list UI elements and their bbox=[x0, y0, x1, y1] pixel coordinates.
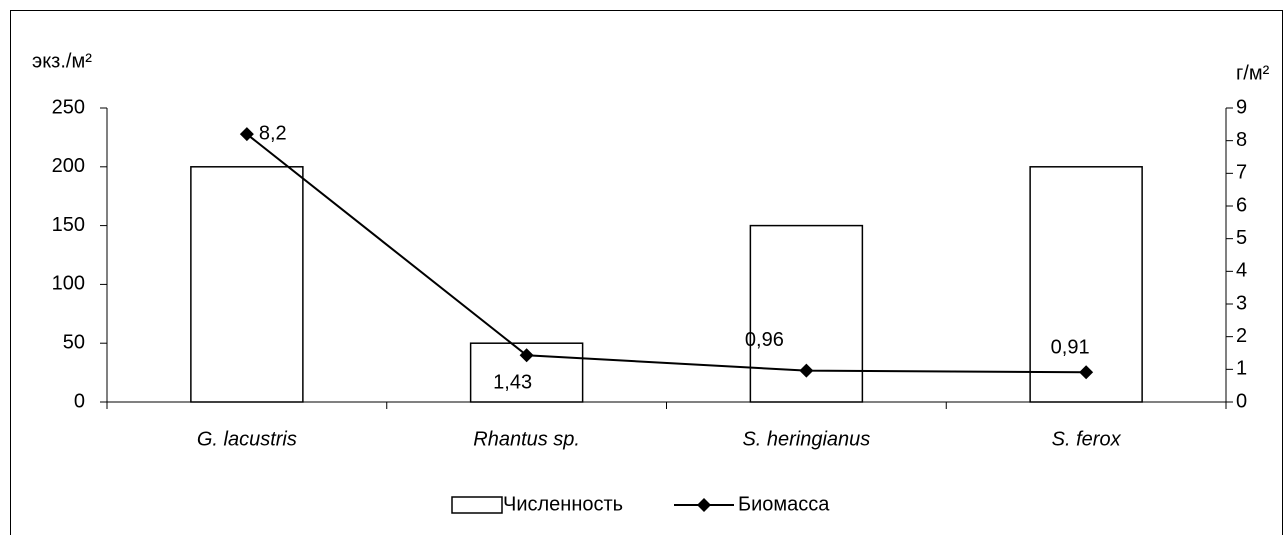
marker bbox=[519, 348, 534, 363]
x-tick-label: Rhantus sp. bbox=[473, 428, 580, 450]
data-label: 8,2 bbox=[259, 122, 287, 144]
x-tick-label: G. lacustris bbox=[197, 428, 297, 450]
y2-tick-label: 6 bbox=[1236, 194, 1247, 216]
y2-tick-label: 4 bbox=[1236, 260, 1247, 282]
y-tick-label: 150 bbox=[52, 214, 85, 236]
data-label: 0,96 bbox=[745, 329, 784, 351]
y-tick-label: 50 bbox=[63, 331, 85, 353]
y-tick-label: 100 bbox=[52, 273, 85, 295]
y2-tick-label: 7 bbox=[1236, 162, 1247, 184]
y-axis-label: экз./м² bbox=[32, 50, 92, 72]
x-tick-label: S. ferox bbox=[1052, 428, 1122, 450]
marker bbox=[799, 363, 814, 378]
marker bbox=[1079, 365, 1094, 380]
y-tick-label: 250 bbox=[52, 96, 85, 118]
y2-tick-label: 5 bbox=[1236, 227, 1247, 249]
y-tick-label: 0 bbox=[74, 390, 85, 412]
legend-marker bbox=[697, 498, 711, 512]
y2-tick-label: 2 bbox=[1236, 325, 1247, 347]
y2-tick-label: 9 bbox=[1236, 96, 1247, 118]
bar bbox=[190, 166, 304, 403]
x-tick-label: S. heringianus bbox=[742, 428, 870, 450]
y2-axis-label: г/м² bbox=[1236, 62, 1270, 84]
y2-tick-label: 8 bbox=[1236, 129, 1247, 151]
y2-tick-label: 0 bbox=[1236, 390, 1247, 412]
y2-tick-label: 1 bbox=[1236, 358, 1247, 380]
data-label: 1,43 bbox=[493, 372, 532, 394]
data-label: 0,91 bbox=[1051, 337, 1090, 359]
bar bbox=[749, 224, 864, 403]
y2-tick-label: 3 bbox=[1236, 292, 1247, 314]
marker bbox=[239, 127, 254, 142]
line bbox=[246, 133, 1087, 374]
legend-label: Биомасса bbox=[738, 493, 830, 515]
legend-label: Численность bbox=[503, 493, 623, 515]
legend-swatch bbox=[451, 496, 503, 514]
bar bbox=[1029, 166, 1143, 403]
y-tick-label: 200 bbox=[52, 155, 85, 177]
